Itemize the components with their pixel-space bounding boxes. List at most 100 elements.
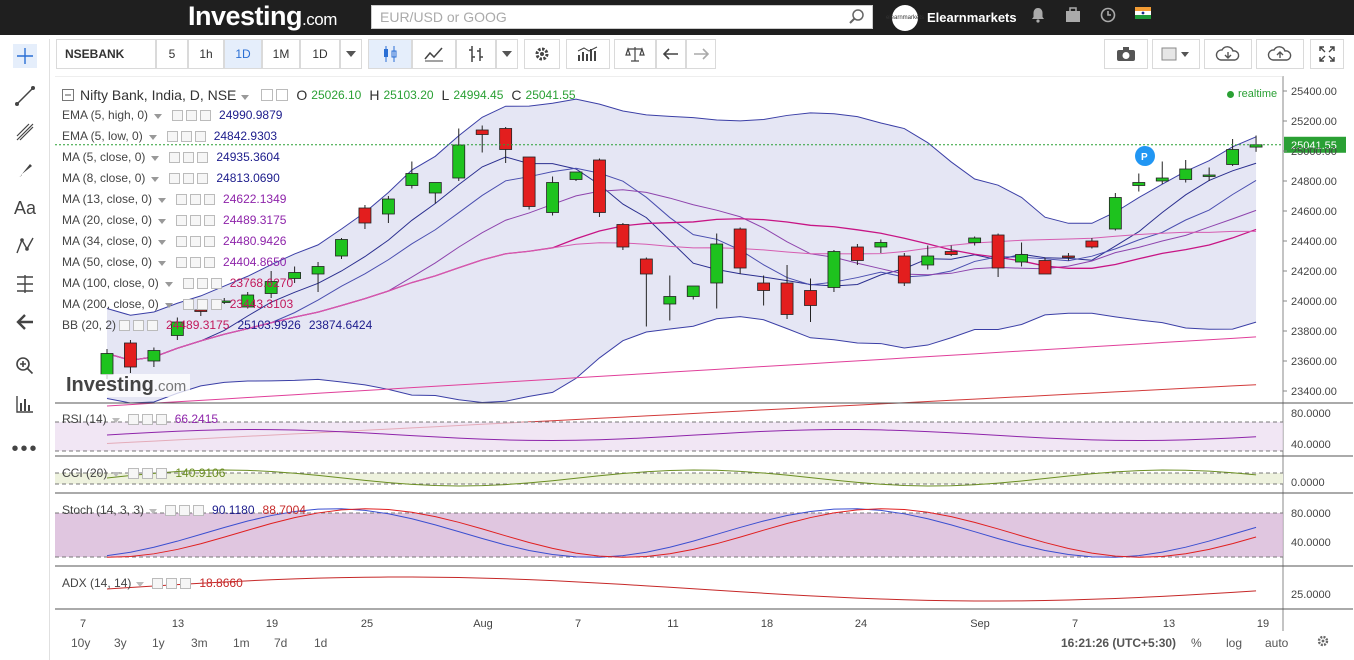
search-icon[interactable] <box>848 8 866 29</box>
candle[interactable] <box>991 234 1005 269</box>
close-icon[interactable] <box>147 319 159 331</box>
settings-icon[interactable] <box>133 319 145 331</box>
close-icon[interactable] <box>200 109 212 121</box>
title-chevron-down-icon[interactable] <box>241 87 250 103</box>
candle[interactable] <box>546 182 559 213</box>
visibility-eye-icon[interactable] <box>182 298 194 310</box>
interval-1d-button[interactable]: 1D <box>224 39 262 69</box>
candle[interactable] <box>522 156 536 207</box>
candle[interactable] <box>1062 255 1075 258</box>
candle[interactable] <box>311 266 325 275</box>
object-tree-icon[interactable] <box>0 389 50 419</box>
interval-1m-button[interactable]: 1M <box>262 39 300 69</box>
visibility-eye-icon[interactable] <box>261 89 274 101</box>
settings-icon[interactable] <box>179 504 191 516</box>
settings-icon[interactable] <box>276 89 289 101</box>
candle[interactable] <box>381 198 395 215</box>
indicator-chevron-down-icon[interactable] <box>151 150 160 164</box>
measure-tool-icon[interactable] <box>0 269 50 299</box>
user-menu[interactable]: elearnmarkets Elearnmarkets <box>886 4 1017 31</box>
candle[interactable] <box>733 228 747 269</box>
candle[interactable] <box>1155 177 1169 182</box>
close-icon[interactable] <box>204 256 216 268</box>
settings-gear-icon[interactable] <box>524 39 560 69</box>
pane-chevron-down-icon[interactable] <box>112 466 121 480</box>
candle[interactable] <box>710 243 724 284</box>
search-box[interactable] <box>371 5 873 29</box>
screenshot-camera-icon[interactable] <box>1104 39 1148 69</box>
candle[interactable] <box>921 255 935 266</box>
indicator-chevron-down-icon[interactable] <box>164 297 173 311</box>
indicator-chevron-down-icon[interactable] <box>148 129 157 143</box>
visibility-eye-icon[interactable] <box>128 467 140 479</box>
close-icon[interactable] <box>210 298 222 310</box>
settings-icon[interactable] <box>190 235 202 247</box>
settings-icon[interactable] <box>180 130 192 142</box>
interval-dropdown-value[interactable]: 1D <box>300 39 340 69</box>
symbol-input[interactable]: NSEBANK <box>56 39 156 69</box>
candle[interactable] <box>475 129 489 135</box>
settings-icon[interactable] <box>142 467 154 479</box>
investing-logo[interactable]: Investing.com <box>188 1 337 32</box>
candle[interactable] <box>616 224 630 248</box>
india-flag-icon[interactable] <box>1135 7 1151 23</box>
close-icon[interactable] <box>210 277 222 289</box>
undo-icon[interactable] <box>656 39 686 69</box>
p-marker-icon[interactable] <box>1135 146 1155 166</box>
candle[interactable] <box>1015 254 1028 263</box>
candle[interactable] <box>897 255 911 284</box>
pane-chevron-down-icon[interactable] <box>111 412 120 426</box>
candle[interactable] <box>686 285 700 297</box>
visibility-eye-icon[interactable] <box>127 413 139 425</box>
crosshair-tool-icon[interactable] <box>0 41 50 71</box>
candles-chart-type-icon[interactable] <box>368 39 412 69</box>
visibility-eye-icon[interactable] <box>176 235 188 247</box>
candle[interactable] <box>827 251 841 288</box>
interval-5-button[interactable]: 5 <box>156 39 188 69</box>
candle[interactable] <box>288 272 302 279</box>
candle[interactable] <box>593 159 606 213</box>
pane-chevron-down-icon[interactable] <box>136 576 145 590</box>
range-10y-button[interactable]: 10y <box>71 636 91 650</box>
clock-icon[interactable] <box>1100 7 1116 23</box>
close-icon[interactable] <box>156 467 168 479</box>
settings-icon[interactable] <box>141 413 153 425</box>
range-3m-button[interactable]: 3m <box>191 636 208 650</box>
visibility-eye-icon[interactable] <box>176 256 188 268</box>
candle[interactable] <box>663 296 677 305</box>
candle[interactable] <box>874 242 888 248</box>
indicator-chevron-down-icon[interactable] <box>158 255 167 269</box>
portfolio-briefcase-icon[interactable] <box>1065 7 1081 23</box>
candle[interactable] <box>757 282 770 291</box>
settings-icon[interactable] <box>186 109 198 121</box>
layout-selector-icon[interactable] <box>1152 39 1200 69</box>
collapse-legend-icon[interactable] <box>62 89 74 101</box>
visibility-eye-icon[interactable] <box>152 577 164 589</box>
candle[interactable] <box>1202 174 1216 177</box>
chart-settings-gear-icon[interactable] <box>1316 634 1330 651</box>
visibility-eye-icon[interactable] <box>176 214 188 226</box>
save-cloud-icon[interactable] <box>1256 39 1304 69</box>
candle[interactable] <box>1226 149 1239 165</box>
indicator-chevron-down-icon[interactable] <box>158 234 167 248</box>
visibility-eye-icon[interactable] <box>169 151 181 163</box>
close-icon[interactable] <box>194 130 206 142</box>
visibility-eye-icon[interactable] <box>169 172 181 184</box>
auto-scale-button[interactable]: auto <box>1265 636 1289 650</box>
candle[interactable] <box>100 353 114 375</box>
candle[interactable] <box>405 173 419 186</box>
candle[interactable] <box>194 309 208 312</box>
indicators-icon[interactable] <box>566 39 610 69</box>
more-tools-icon[interactable]: ••• <box>11 437 39 460</box>
candle[interactable] <box>335 239 348 257</box>
pane-chevron-down-icon[interactable] <box>149 503 158 517</box>
candle[interactable] <box>358 207 372 224</box>
settings-icon[interactable] <box>190 256 202 268</box>
settings-icon[interactable] <box>183 151 195 163</box>
log-scale-button[interactable]: log <box>1226 636 1243 650</box>
visibility-eye-icon[interactable] <box>182 277 194 289</box>
candle[interactable] <box>124 342 137 368</box>
candle[interactable] <box>428 182 442 194</box>
indicator-chevron-down-icon[interactable] <box>151 171 160 185</box>
bars-chart-type-icon[interactable] <box>456 39 496 69</box>
